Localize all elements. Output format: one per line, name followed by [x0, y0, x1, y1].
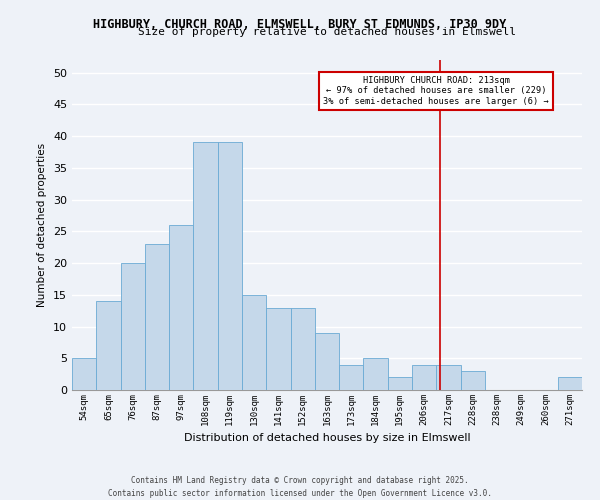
Title: Size of property relative to detached houses in Elmswell: Size of property relative to detached ho… — [138, 27, 516, 37]
Text: Contains HM Land Registry data © Crown copyright and database right 2025.
Contai: Contains HM Land Registry data © Crown c… — [108, 476, 492, 498]
Bar — [121, 263, 145, 390]
Bar — [412, 364, 436, 390]
Text: HIGHBURY CHURCH ROAD: 213sqm
← 97% of detached houses are smaller (229)
3% of se: HIGHBURY CHURCH ROAD: 213sqm ← 97% of de… — [323, 76, 549, 106]
Bar — [72, 358, 96, 390]
Bar — [96, 301, 121, 390]
Y-axis label: Number of detached properties: Number of detached properties — [37, 143, 47, 307]
Bar — [558, 378, 582, 390]
Bar — [242, 295, 266, 390]
Bar — [193, 142, 218, 390]
Bar — [339, 364, 364, 390]
Text: HIGHBURY, CHURCH ROAD, ELMSWELL, BURY ST EDMUNDS, IP30 9DY: HIGHBURY, CHURCH ROAD, ELMSWELL, BURY ST… — [94, 18, 506, 30]
Bar — [315, 333, 339, 390]
Bar — [461, 371, 485, 390]
Bar — [169, 225, 193, 390]
Bar — [290, 308, 315, 390]
Bar — [436, 364, 461, 390]
Bar — [145, 244, 169, 390]
Bar — [266, 308, 290, 390]
Bar — [364, 358, 388, 390]
X-axis label: Distribution of detached houses by size in Elmswell: Distribution of detached houses by size … — [184, 434, 470, 444]
Bar — [218, 142, 242, 390]
Bar — [388, 378, 412, 390]
